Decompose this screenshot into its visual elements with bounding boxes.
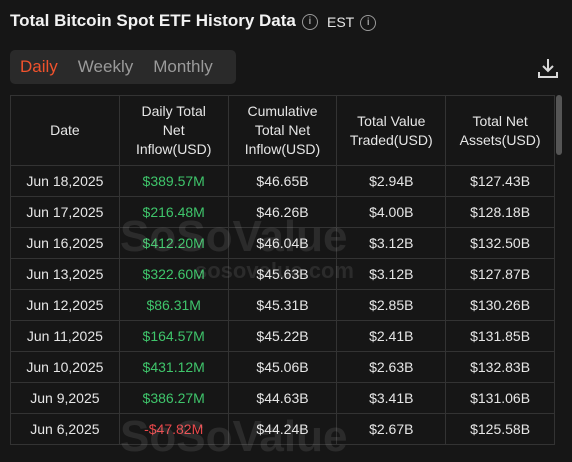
table-cell: $45.63B [227, 258, 338, 290]
column-header: Daily Total Net Inflow(USD) [118, 95, 229, 166]
table-cell: $131.85B [445, 320, 555, 352]
table-cell: $44.24B [227, 413, 338, 445]
header-line: Inflow(USD) [244, 141, 321, 157]
table-cell: $2.67B [336, 413, 447, 445]
table-cell: $322.60M [118, 258, 229, 290]
table-cell: Jun 10,2025 [10, 351, 120, 383]
header-line: Assets(USD) [459, 131, 541, 148]
table-cell: $164.57M [118, 320, 229, 352]
title-row: Total Bitcoin Spot ETF History Data i [10, 11, 318, 31]
scrollbar[interactable] [556, 95, 562, 155]
table-row: Jun 11,2025 $164.57M $45.22B $2.41B $131.85B [10, 320, 555, 352]
table-cell: $131.06B [445, 382, 555, 414]
table-cell: $3.12B [336, 258, 447, 290]
table-cell: $46.65B [227, 165, 338, 197]
header-line: Inflow(USD) [135, 141, 212, 157]
table-cell: $45.22B [227, 320, 338, 352]
header-line: Date [50, 122, 80, 138]
table-row: Jun 17,2025 $216.48M $46.26B $4.00B $128.18B [10, 196, 555, 228]
header-line: Cumulative [247, 103, 318, 119]
table-cell: $127.43B [445, 165, 555, 197]
table-cell: -$47.82M [118, 413, 229, 445]
header-line: Daily Total [141, 103, 206, 119]
header-line: Traded(USD) [349, 131, 433, 148]
table-cell: Jun 11,2025 [10, 320, 120, 352]
tab[interactable]: Daily [20, 57, 58, 76]
title: Total Bitcoin Spot ETF History Data [10, 11, 296, 30]
table-cell: $125.58B [445, 413, 555, 445]
table-body: Jun 18,2025 $389.57M $46.65B $2.94B $127.43B… [10, 165, 555, 445]
info-icon[interactable]: i [360, 15, 377, 31]
header-row: Date Daily Total Net Inflow(USD) Cumulative T… [10, 95, 555, 166]
table-cell: Jun 16,2025 [10, 227, 120, 259]
download-icon[interactable] [536, 56, 560, 80]
table-row: Jun 16,2025 $412.20M $46.04B $3.12B $132.50B [10, 227, 555, 259]
header-line: Total Net [472, 112, 528, 129]
table-row: Jun 18,2025 $389.57M $46.65B $2.94B $127.43B [10, 165, 555, 197]
table-cell: $3.12B [336, 227, 447, 259]
page: Total Bitcoin Spot ETF History Data i EST… [10, 11, 562, 461]
header-line: Net [162, 122, 185, 138]
table-cell: $132.83B [445, 351, 555, 383]
table-cell: $45.06B [227, 351, 338, 383]
table-cell: $3.41B [336, 382, 447, 414]
tab-bar: Daily Weekly Monthly [10, 50, 236, 84]
table-cell: Jun 6,2025 [10, 413, 120, 445]
table-cell: Jun 17,2025 [10, 196, 120, 228]
timezone[interactable]: EST [327, 14, 355, 30]
header-line: Total Value [357, 112, 426, 129]
header-line: Total Net [254, 122, 311, 138]
table-row: Jun 6,2025 -$47.82M $44.24B $2.67B $125.58B [10, 413, 555, 445]
table-cell: Jun 13,2025 [10, 258, 120, 290]
table-cell: $2.85B [336, 289, 447, 321]
table-cell: $2.94B [336, 165, 447, 197]
table-cell: $127.87B [445, 258, 555, 290]
column-header: Total Net Assets(USD) [445, 95, 555, 166]
table-cell: $46.04B [227, 227, 338, 259]
table-cell: $2.41B [336, 320, 447, 352]
table-cell: $389.57M [118, 165, 229, 197]
table-cell: $431.12M [118, 351, 229, 383]
table-container: Date Daily Total Net Inflow(USD) Cumulative T… [10, 95, 555, 451]
tab[interactable]: Weekly [77, 57, 134, 76]
table-cell: $130.26B [445, 289, 555, 321]
table-cell: $45.31B [227, 289, 338, 321]
column-header: Cumulative Total Net Inflow(USD) [227, 95, 338, 166]
table-cell: $86.31M [118, 289, 229, 321]
table-row: Jun 9,2025 $386.27M $44.63B $3.41B $131.06B [10, 382, 555, 414]
table-cell: $386.27M [118, 382, 229, 414]
table-cell: $216.48M [118, 196, 229, 228]
table-cell: $2.63B [336, 351, 447, 383]
table-cell: $46.26B [227, 196, 338, 228]
history-table: Date Daily Total Net Inflow(USD) Cumulative T… [10, 95, 555, 445]
table-cell: $132.50B [445, 227, 555, 259]
column-header: Date [10, 95, 120, 166]
table-cell: Jun 9,2025 [10, 382, 120, 414]
table-row: Jun 10,2025 $431.12M $45.06B $2.63B $132.83B [10, 351, 555, 383]
table-cell: $44.63B [227, 382, 338, 414]
table-row: Jun 12,2025 $86.31M $45.31B $2.85B $130.26B [10, 289, 555, 321]
table-cell: Jun 12,2025 [10, 289, 120, 321]
column-header: Total Value Traded(USD) [336, 95, 447, 166]
table-cell: $128.18B [445, 196, 555, 228]
timezone-row: EST i [327, 14, 377, 31]
table-row: Jun 13,2025 $322.60M $45.63B $3.12B $127.87B [10, 258, 555, 290]
tab[interactable]: Monthly [153, 57, 213, 76]
table-cell: Jun 18,2025 [10, 165, 120, 197]
info-icon[interactable]: i [301, 14, 318, 30]
table-cell: $4.00B [336, 196, 447, 228]
table-cell: $412.20M [118, 227, 229, 259]
